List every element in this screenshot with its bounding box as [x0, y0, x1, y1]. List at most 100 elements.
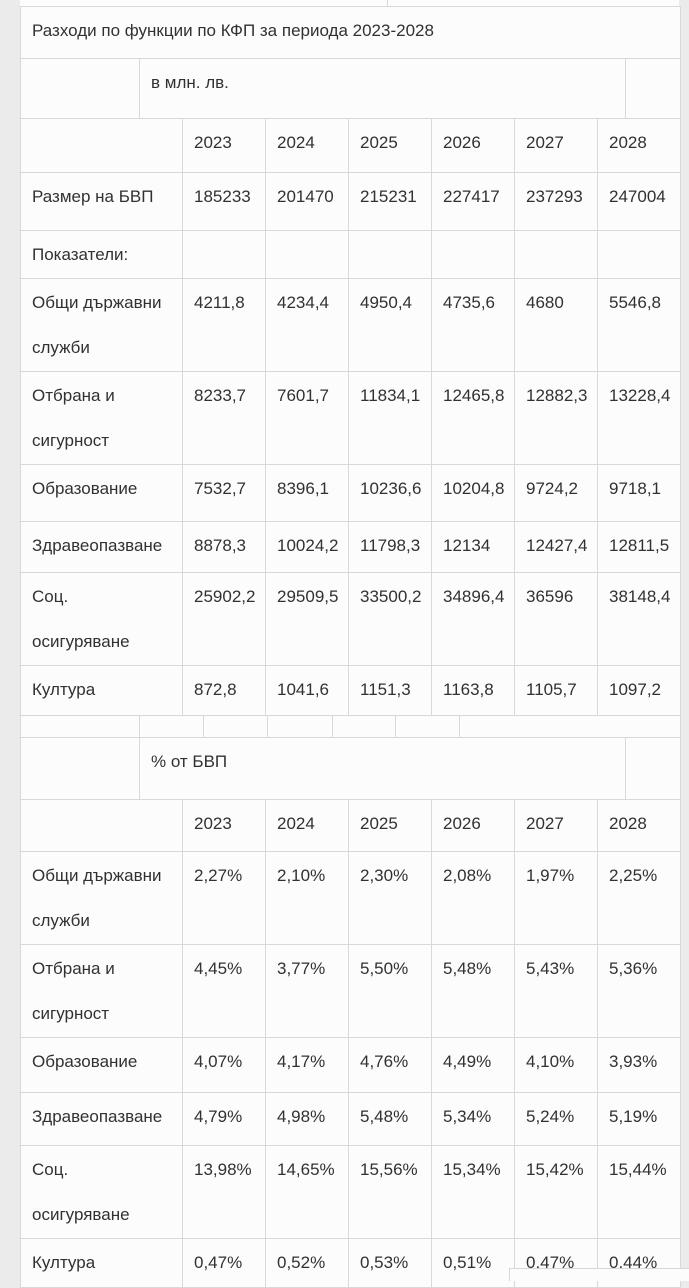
table-row: Образование 4,07% 4,17% 4,76% 4,49% 4,10% 3,93…	[20, 1037, 681, 1093]
value-cell: 8396,1	[265, 464, 349, 522]
value-cell: 4,76%	[348, 1037, 432, 1093]
percent-label: % от БВП	[139, 737, 626, 800]
table-row: Соц. осигуряване 25902,2 29509,5 33500,2 348…	[20, 572, 681, 666]
value-cell: 29509,5	[265, 572, 349, 666]
value-cell: 14,65%	[265, 1145, 349, 1239]
value-cell: 4211,8	[182, 278, 266, 372]
value-cell	[265, 230, 349, 279]
year-cell: 2024	[265, 118, 349, 173]
row-label-cell: Соц. осигуряване	[20, 572, 183, 666]
title-table: Разходи по функции по КФП за периода 202…	[20, 6, 681, 59]
empty-cell	[203, 715, 268, 738]
value-cell: 4950,4	[348, 278, 432, 372]
empty-cell	[625, 737, 681, 800]
row-label-cell: Показатели:	[20, 230, 183, 279]
value-cell: 2,27%	[182, 851, 266, 945]
cropped-row-above	[20, 0, 679, 6]
table-row: Отбрана и сигурност 4,45% 3,77% 5,50% 5,48% 5…	[20, 944, 681, 1038]
value-cell: 215231	[348, 172, 432, 231]
year-cell: 2028	[597, 799, 681, 852]
value-cell: 12811,5	[597, 521, 681, 573]
value-cell: 5,36%	[597, 944, 681, 1038]
empty-cell	[625, 58, 681, 119]
units-label: в млн. лв.	[139, 58, 626, 119]
row-label-cell: Отбрана и сигурност	[20, 371, 183, 465]
row-label-cell: Общи държавни служби	[20, 851, 183, 945]
expenditures-millions-table: 2023 2024 2025 2026 2027 2028 Размер на БВП 185…	[20, 118, 681, 716]
value-cell: 15,42%	[514, 1145, 598, 1239]
table-row: Образование 7532,7 8396,1 10236,6 10204,8 972…	[20, 464, 681, 522]
value-cell: 227417	[431, 172, 515, 231]
value-cell: 12427,4	[514, 521, 598, 573]
value-cell	[182, 230, 266, 279]
table-row: Общи държавни служби 4211,8 4234,4 4950,4 47…	[20, 278, 681, 372]
value-cell: 15,34%	[431, 1145, 515, 1239]
table-row: Здравеопазване 8878,3 10024,2 11798,3 12134 1…	[20, 521, 681, 573]
year-cell: 2023	[182, 118, 266, 173]
value-cell: 4735,6	[431, 278, 515, 372]
table-row: Общи държавни служби 2,27% 2,10% 2,30% 2,08%…	[20, 851, 681, 945]
table-row: Показатели:	[20, 230, 681, 279]
empty-cell	[459, 715, 681, 738]
value-cell: 12465,8	[431, 371, 515, 465]
year-cell: 2027	[514, 799, 598, 852]
value-cell: 0,52%	[265, 1238, 349, 1288]
value-cell	[431, 230, 515, 279]
value-cell: 5,48%	[348, 1092, 432, 1146]
value-cell: 8878,3	[182, 521, 266, 573]
value-cell: 5,19%	[597, 1092, 681, 1146]
value-cell: 10204,8	[431, 464, 515, 522]
value-cell: 4,45%	[182, 944, 266, 1038]
value-cell	[514, 230, 598, 279]
value-cell: 4,98%	[265, 1092, 349, 1146]
value-cell: 10236,6	[348, 464, 432, 522]
value-cell	[597, 230, 681, 279]
row-label-cell: Соц. осигуряване	[20, 1145, 183, 1239]
value-cell: 11798,3	[348, 521, 432, 573]
value-cell: 3,93%	[597, 1037, 681, 1093]
empty-cell	[139, 715, 204, 738]
value-cell: 872,8	[182, 665, 266, 716]
table-row: Отбрана и сигурност 8233,7 7601,7 11834,1 12…	[20, 371, 681, 465]
table-row: Здравеопазване 4,79% 4,98% 5,48% 5,34% 5,24% 5…	[20, 1092, 681, 1146]
empty-cell	[20, 58, 140, 119]
value-cell: 8233,7	[182, 371, 266, 465]
percent-header-table: % от БВП	[20, 737, 681, 800]
empty-cell	[20, 737, 140, 800]
value-cell: 2,10%	[265, 851, 349, 945]
value-cell: 12134	[431, 521, 515, 573]
row-label-cell: Образование	[20, 1037, 183, 1093]
value-cell: 4,07%	[182, 1037, 266, 1093]
value-cell: 237293	[514, 172, 598, 231]
value-cell: 1163,8	[431, 665, 515, 716]
row-label-cell: Общи държавни служби	[20, 278, 183, 372]
table-row: Размер на БВП 185233 201470 215231 227417 237…	[20, 172, 681, 231]
value-cell: 13228,4	[597, 371, 681, 465]
value-cell: 4680	[514, 278, 598, 372]
value-cell: 34896,4	[431, 572, 515, 666]
empty-cell	[395, 715, 460, 738]
value-cell: 5,48%	[431, 944, 515, 1038]
value-cell: 1105,7	[514, 665, 598, 716]
table-title: Разходи по функции по КФП за периода 202…	[20, 6, 681, 59]
value-cell: 12882,3	[514, 371, 598, 465]
value-cell: 5,34%	[431, 1092, 515, 1146]
row-label-cell: Размер на БВП	[20, 172, 183, 231]
table-row: Култура 0,47% 0,52% 0,53% 0,51% 0,47% 0,44%	[20, 1238, 681, 1288]
value-cell	[348, 230, 432, 279]
empty-cell	[267, 715, 333, 738]
empty-cell	[332, 715, 396, 738]
value-cell: 0,53%	[348, 1238, 432, 1288]
table-row: Култура 872,8 1041,6 1151,3 1163,8 1105,7 1097…	[20, 665, 681, 716]
empty-cell	[20, 715, 140, 738]
value-cell: 13,98%	[182, 1145, 266, 1239]
units-header-table: в млн. лв.	[20, 58, 681, 119]
value-cell: 5,50%	[348, 944, 432, 1038]
year-cell: 2024	[265, 799, 349, 852]
value-cell: 2,25%	[597, 851, 681, 945]
row-label-cell: Отбрана и сигурност	[20, 944, 183, 1038]
row-label-cell: Образование	[20, 464, 183, 522]
year-cell: 2023	[182, 799, 266, 852]
value-cell: 10024,2	[265, 521, 349, 573]
